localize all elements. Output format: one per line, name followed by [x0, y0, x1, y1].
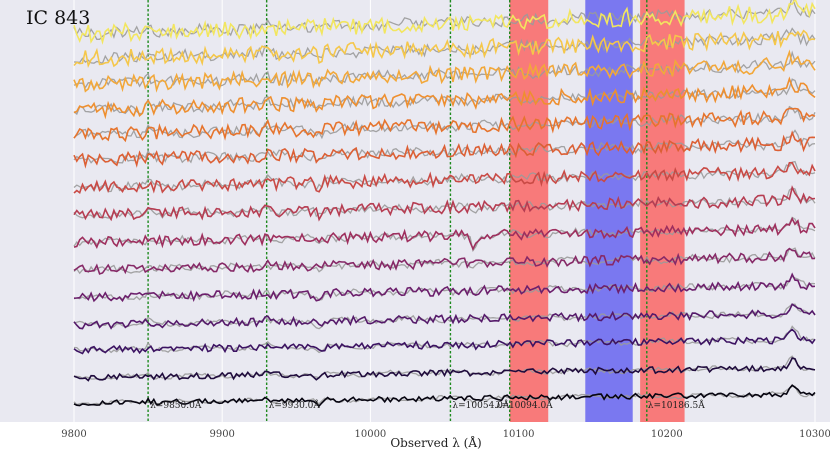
spectrum-line-13 — [73, 357, 816, 382]
x-tick-label-0: 9800 — [61, 429, 86, 440]
feature-labels: λ=9850.0Å λ=9930.0Å λ=10054.0Åλ=10094.0Å λ=… — [150, 399, 705, 411]
model-line-10 — [73, 275, 816, 301]
masked-band-1 — [585, 0, 633, 422]
spectrum-line-0 — [73, 0, 816, 45]
feature-label-3: λ=10094.0Å — [496, 399, 553, 411]
spectrum-line-14 — [73, 384, 816, 408]
chart-title: IC 843 — [26, 7, 90, 29]
spectrum-line-11 — [73, 303, 816, 330]
x-ticks: 9800 9900 10000 10100 10200 10300 — [61, 429, 830, 440]
spectrum-line-1 — [73, 29, 816, 69]
spectrum-line-7 — [73, 185, 816, 222]
spectra-series — [73, 0, 816, 408]
feature-label-2: λ=10054.0Å — [452, 399, 509, 411]
spectrum-line-6 — [73, 161, 816, 195]
feature-label-4: λ=10186.5Å — [648, 399, 705, 411]
x-tick-label-2: 10000 — [354, 429, 386, 440]
spectrum-line-3 — [73, 76, 816, 120]
spectrum-line-9 — [73, 247, 816, 275]
spectrum-line-8 — [73, 216, 816, 251]
spectrum-line-2 — [73, 49, 816, 93]
model-line-9 — [73, 247, 816, 275]
spectrum-line-10 — [73, 272, 816, 303]
x-tick-label-1: 9900 — [209, 429, 234, 440]
spectrum-line-4 — [73, 107, 816, 143]
x-axis-label: Observed λ (Å) — [390, 435, 481, 450]
x-tick-label-3: 10100 — [503, 429, 535, 440]
masked-band-0 — [509, 0, 549, 422]
feature-label-0: λ=9850.0Å — [150, 399, 202, 411]
x-tick-label-5: 10300 — [799, 429, 830, 440]
model-line-1 — [74, 27, 816, 64]
feature-label-1: λ=9930.0Å — [269, 399, 321, 411]
spectrum-line-5 — [73, 130, 816, 169]
x-tick-label-4: 10200 — [651, 429, 683, 440]
spectrum-line-12 — [73, 328, 816, 355]
feature-lines — [147, 0, 648, 422]
model-line-2 — [73, 50, 816, 91]
